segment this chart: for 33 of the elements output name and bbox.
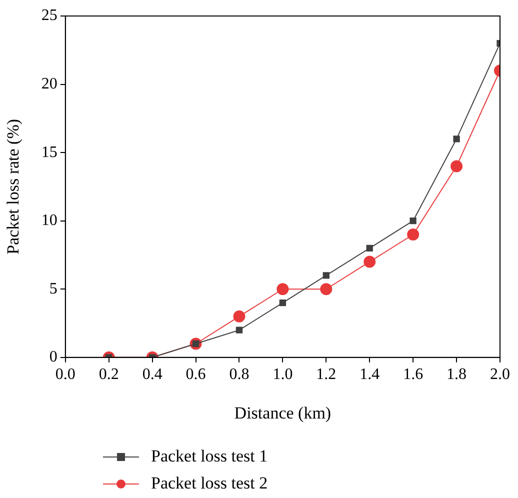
x-tick-label: 1.2 xyxy=(316,366,336,384)
y-tick-label: 20 xyxy=(41,75,58,92)
x-tick-label: 0.8 xyxy=(229,366,250,384)
point xyxy=(407,228,420,240)
y-tick-label: 15 xyxy=(41,144,58,161)
point xyxy=(322,272,330,279)
x-tick-label: 0.6 xyxy=(186,366,206,384)
point xyxy=(279,299,286,306)
x-axis-title: Distance (km) xyxy=(234,403,332,422)
y-tick-label: 10 xyxy=(41,212,58,230)
legend-label: Packet loss test 1 xyxy=(151,446,268,466)
x-tick-label: 1.6 xyxy=(403,366,424,384)
point xyxy=(233,310,246,322)
point xyxy=(450,160,463,172)
x-tick-label: 1.0 xyxy=(272,366,293,384)
point xyxy=(364,256,376,268)
x-tick-label: 0.0 xyxy=(55,366,76,384)
y-axis-title: Packet loss rate (%) xyxy=(4,118,23,254)
x-tick-label: 1.8 xyxy=(446,366,467,384)
x-tick-label: 0.4 xyxy=(142,366,162,384)
x-tick-label: 2.0 xyxy=(490,366,510,384)
y-tick-label: 5 xyxy=(49,280,58,298)
point xyxy=(410,218,416,224)
point xyxy=(320,283,332,296)
point xyxy=(453,136,460,142)
point xyxy=(236,326,243,334)
y-tick-label: 25 xyxy=(41,7,58,24)
point xyxy=(276,283,289,296)
x-tick-label: 0.2 xyxy=(98,366,119,384)
x-tick-label: 1.4 xyxy=(360,366,380,384)
y-tick-label: 0 xyxy=(49,348,58,366)
point xyxy=(366,244,373,252)
legend-label: Packet loss test 2 xyxy=(151,473,268,492)
